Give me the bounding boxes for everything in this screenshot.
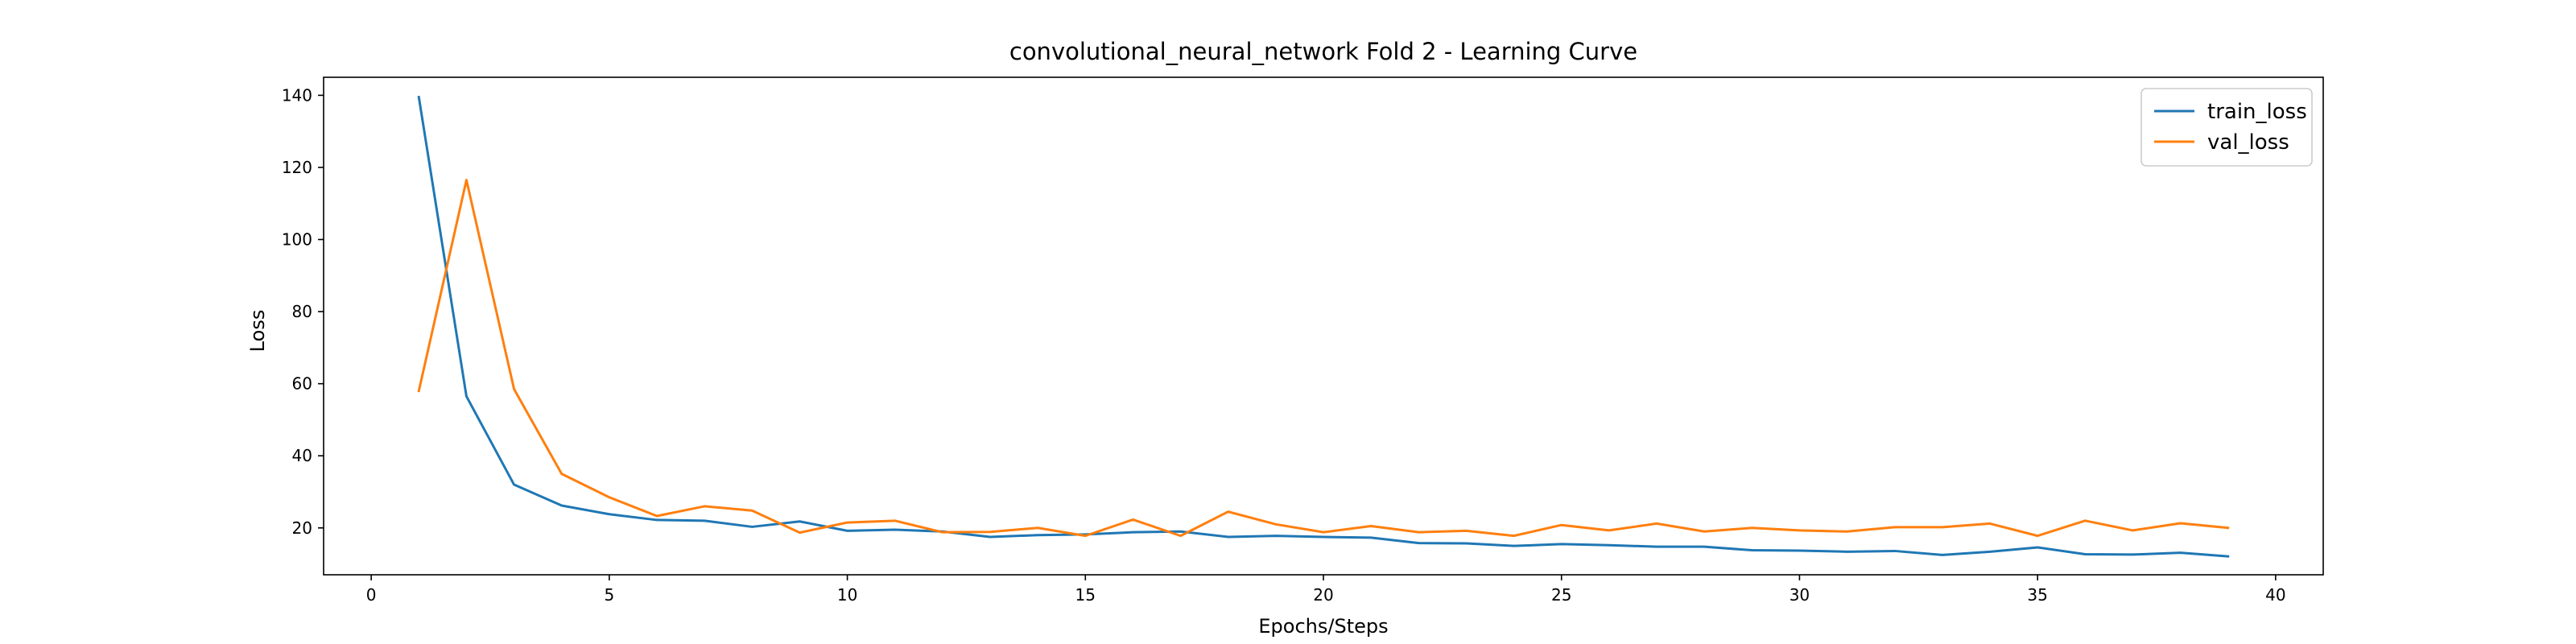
x-tick-label: 10 [837,585,857,605]
y-tick-label: 80 [292,302,312,321]
x-tick-label: 5 [604,585,614,605]
x-tick-label: 15 [1075,585,1096,605]
x-tick-label: 20 [1313,585,1333,605]
y-tick-label: 120 [282,158,312,177]
series-line-val_loss [417,179,2230,538]
x-tick-label: 0 [366,585,377,605]
series-line-train_loss [417,95,2230,558]
y-tick-label: 140 [282,85,312,105]
x-tick-label: 35 [2027,585,2047,605]
legend-label-train_loss: train_loss [2207,100,2307,124]
x-axis-label: Epochs/Steps [1258,615,1388,638]
legend-label-val_loss: val_loss [2207,130,2289,155]
plot-area: 0 5 10 15 20 25 30 35 40 20 40 60 80 100 120 140 train_l… [282,76,2324,605]
y-axis-label: Loss [246,310,269,353]
y-tick-label: 100 [282,230,312,250]
y-tick-label: 40 [292,446,312,465]
y-tick-label: 20 [292,518,312,538]
y-tick-label: 60 [292,374,312,394]
legend-box [2140,88,2313,167]
x-tick-label: 25 [1551,585,1571,605]
x-tick-label: 40 [2265,585,2285,605]
chart-title: convolutional_neural_network Fold 2 - Le… [1009,38,1637,65]
legend: train_loss val_loss [2140,88,2313,167]
x-tick-label: 30 [1790,585,1810,605]
